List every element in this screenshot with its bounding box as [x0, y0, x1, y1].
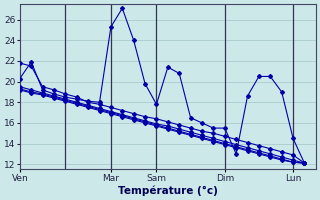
X-axis label: Température (°c): Température (°c)	[118, 185, 218, 196]
